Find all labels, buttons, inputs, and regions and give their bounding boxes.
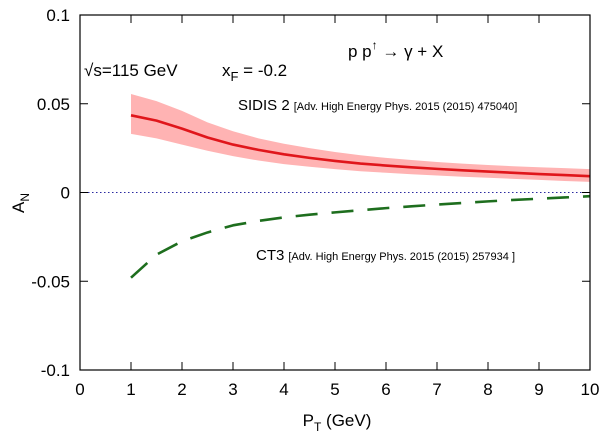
series-line-layer — [130, 114, 591, 279]
xf-sub: F — [231, 69, 239, 84]
process-arrow: ↑ — [372, 38, 378, 52]
y-tick-label: 0.05 — [37, 95, 70, 114]
x-axis-label: PT (GeV) — [303, 411, 372, 432]
y-axis-sub: N — [18, 193, 32, 202]
ct3-ref: [Adv. High Energy Phys. 2015 (2015) 2579… — [288, 251, 515, 263]
x-tick-label: 0 — [75, 380, 84, 399]
xf-value: = -0.2 — [238, 61, 287, 80]
xf-main: x — [222, 61, 231, 80]
y-axis-label: AN — [9, 193, 32, 213]
x-tick-label: 6 — [381, 380, 390, 399]
x-axis-unit: (GeV) — [321, 411, 371, 430]
ct3-label: CT3 [Adv. High Energy Phys. 2015 (2015) 2… — [256, 247, 515, 264]
sqrt-s-label: √s=115 GeV — [84, 61, 178, 80]
ct3-name: CT3 — [256, 247, 284, 264]
process-rest: → γ + X — [378, 42, 444, 61]
x-tick-label: 1 — [126, 380, 135, 399]
x-tick-label: 10 — [581, 380, 600, 399]
x-tick-label: 3 — [228, 380, 237, 399]
sidis-ref: [Adv. High Energy Phys. 2015 (2015) 4750… — [294, 101, 518, 113]
x-tick-label: 7 — [432, 380, 441, 399]
sidis-name: SIDIS 2 — [238, 97, 290, 114]
y-tick-label: -0.1 — [41, 361, 70, 380]
tick-layer: 0 1 2 3 4 5 6 7 8 9 10 -0.1 -0.05 0 0.05 0.1 — [31, 6, 599, 399]
x-axis-main: P — [303, 411, 314, 430]
y-tick-label: -0.05 — [31, 272, 70, 291]
x-tick-label: 9 — [534, 380, 543, 399]
process-pp: p p — [348, 42, 372, 61]
y-tick-label: 0 — [61, 184, 70, 203]
x-axis-sub: T — [314, 420, 322, 432]
x-tick-label: 8 — [483, 380, 492, 399]
series-line-ct3 — [130, 194, 591, 279]
y-tick-label: 0.1 — [46, 6, 70, 25]
y-axis-main: A — [9, 201, 28, 213]
x-tick-label: 2 — [177, 380, 186, 399]
x-tick-label: 4 — [279, 380, 288, 399]
xf-label: xF = -0.2 — [222, 61, 287, 84]
process-label: p p↑ → γ + X — [348, 38, 443, 61]
x-tick-label: 5 — [330, 380, 339, 399]
sidis-label: SIDIS 2 [Adv. High Energy Phys. 2015 (201… — [238, 97, 517, 114]
series-line-sidis2 — [130, 114, 591, 178]
